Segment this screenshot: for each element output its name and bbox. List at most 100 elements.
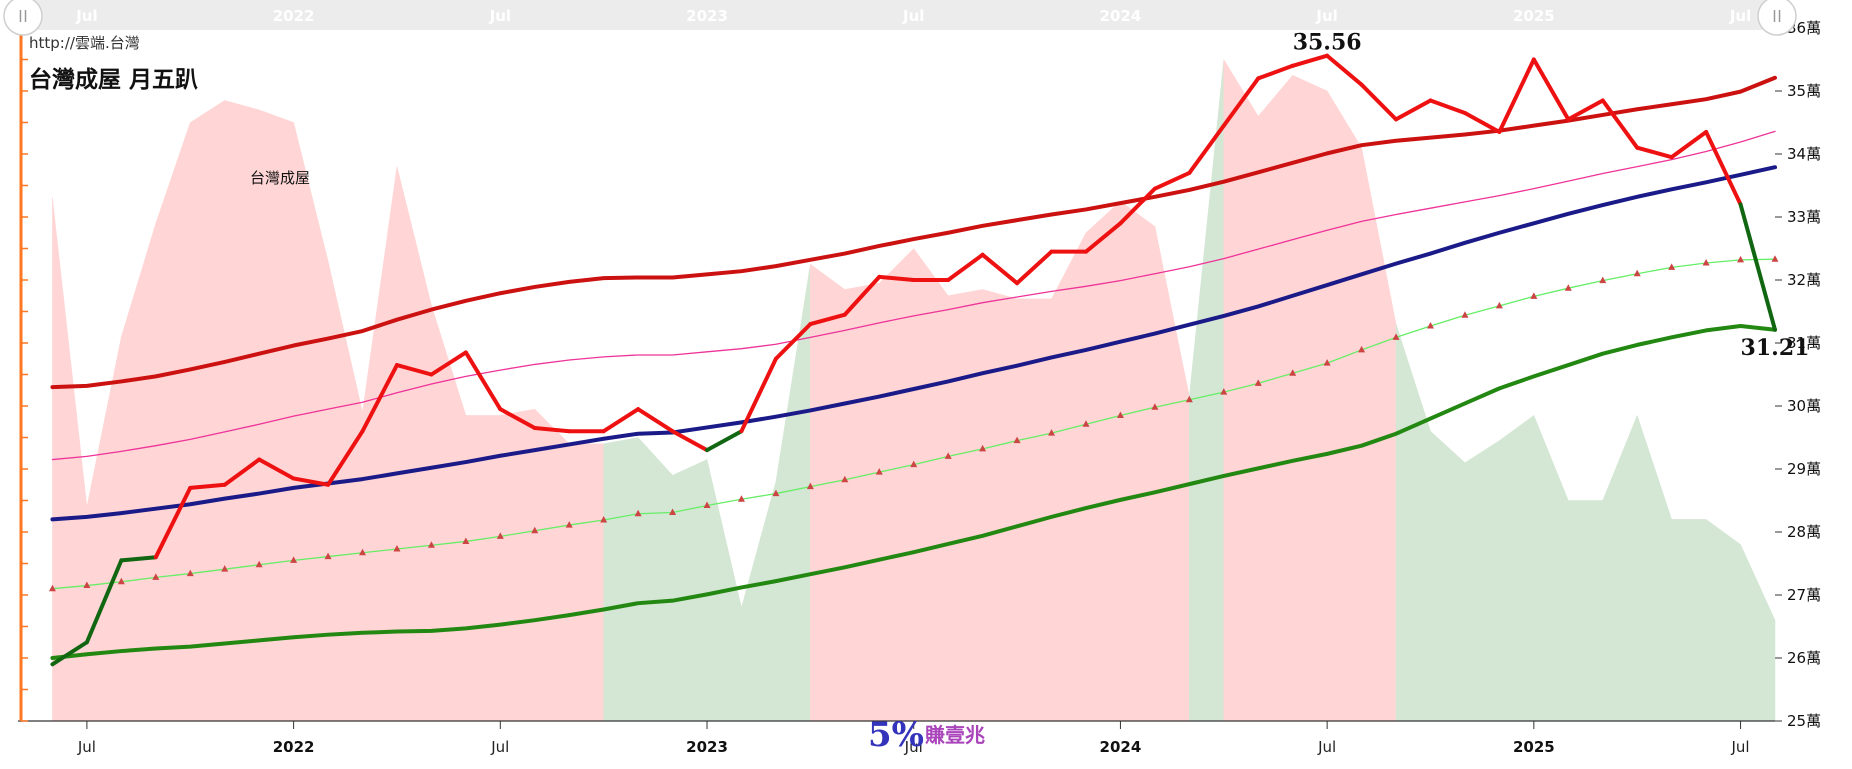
trend-marker	[841, 475, 849, 483]
oscillator-segment	[741, 481, 777, 722]
navigator-handle-left[interactable]	[3, 0, 43, 36]
trend-marker	[1254, 379, 1262, 386]
price-segment	[1704, 129, 1743, 207]
trend-marker	[703, 501, 711, 509]
trend-marker	[634, 509, 642, 517]
trend-marker	[221, 565, 229, 572]
trend-marker	[1289, 369, 1297, 376]
trend-marker	[1771, 255, 1779, 262]
navigator-bar[interactable]: Jul 2022 Jul 2023 Jul 2024 Jul 2025 Jul	[3, 0, 1797, 36]
oscillator-segment	[1085, 200, 1121, 722]
price-segment	[1497, 57, 1536, 134]
oscillator-segment	[1568, 500, 1603, 722]
oscillator-segment	[1602, 415, 1638, 722]
navigator-track[interactable]	[22, 0, 1779, 30]
navigator-handle-right[interactable]	[1757, 0, 1797, 36]
navigator-label: 2022	[273, 7, 315, 25]
trend-marker	[1426, 321, 1434, 329]
price-segment	[739, 356, 778, 434]
trend-marker	[737, 495, 745, 502]
trend-marker	[875, 468, 883, 475]
price-segment	[601, 407, 641, 434]
price-segment	[636, 407, 675, 434]
oscillator-segment	[327, 261, 363, 722]
oscillator-segment	[603, 437, 639, 722]
trend-marker	[255, 560, 263, 568]
oscillator-segment	[1671, 519, 1707, 722]
trend-marker	[1151, 403, 1159, 410]
y-tick-label: 34萬	[1787, 145, 1821, 163]
navigator-label: Jul	[489, 7, 511, 25]
trend-marker	[979, 444, 987, 452]
trend-marker	[772, 489, 780, 497]
oscillator-segment	[1189, 59, 1225, 722]
navigator-label: Jul	[75, 7, 97, 25]
oscillator-segment	[1533, 415, 1569, 722]
trend-marker	[427, 541, 435, 548]
value-annotation: 35.56	[1293, 30, 1362, 56]
y-tick-label: 31萬	[1787, 334, 1821, 352]
price-segment	[394, 363, 434, 377]
trend-marker	[669, 508, 677, 515]
price-segment	[1359, 82, 1399, 122]
oscillator-segment	[913, 247, 949, 722]
navigator-label: 2023	[686, 7, 728, 25]
trend-marker	[290, 556, 298, 563]
oscillator-segment	[431, 305, 467, 722]
x-tick-label: 2023	[686, 738, 728, 756]
trend-marker	[565, 521, 573, 528]
oscillator-segment	[1636, 415, 1672, 722]
series-caption: 台灣成屋	[250, 169, 310, 187]
brand-small: 賺壹兆	[925, 723, 985, 747]
trend-marker	[359, 548, 367, 556]
oscillator-segment	[810, 263, 846, 722]
trend-marker	[186, 569, 194, 577]
oscillator-segment	[947, 289, 983, 722]
labels-layer: 25萬 26萬 27萬 28萬 29萬 30萬 31萬 32萬 33萬 34萬 35萬 36萬 Jul 2…	[77, 19, 1821, 756]
trend-marker	[1530, 292, 1538, 299]
price-segment	[1083, 221, 1123, 254]
y-tick-label: 36萬	[1787, 19, 1821, 37]
navigator-label: Jul	[902, 7, 924, 25]
y-tick-label: 25萬	[1787, 712, 1821, 730]
trend-marker	[496, 532, 504, 539]
price-segment	[1187, 123, 1226, 175]
axes-layer	[18, 27, 1782, 729]
trend-marker	[806, 482, 814, 490]
price-segment	[222, 457, 262, 487]
price-segment	[877, 274, 916, 282]
price-segment	[1118, 186, 1157, 226]
price-segment	[291, 476, 331, 487]
oscillator-segment	[844, 282, 880, 722]
oscillator-segment	[1051, 232, 1087, 722]
price-segment	[1015, 249, 1054, 286]
trend-marker	[1082, 420, 1090, 427]
x-tick-label: 2025	[1513, 738, 1555, 756]
trend-marker	[531, 526, 539, 534]
oscillator-segment	[534, 408, 570, 722]
trend-marker	[600, 516, 608, 523]
price-segment	[463, 350, 503, 412]
oscillator-segment	[396, 166, 432, 722]
price-segment	[1600, 98, 1640, 150]
dotted-line-markers-layer	[48, 255, 1779, 592]
oscillator-segment	[258, 109, 294, 722]
price-segment	[1669, 129, 1709, 160]
price-segment	[188, 482, 227, 490]
oscillator-segment	[86, 336, 122, 722]
source-url[interactable]: http://雲端.台灣	[29, 34, 140, 52]
oscillator-segment	[190, 99, 225, 722]
price-segment	[532, 426, 572, 434]
price-segment	[119, 555, 158, 563]
oscillator-segment	[1740, 544, 1776, 722]
y-tick-label: 26萬	[1787, 649, 1821, 667]
price-segment	[1290, 53, 1330, 68]
price-segment	[1566, 98, 1605, 122]
price-segment	[842, 274, 882, 317]
oscillator-area-layer	[52, 58, 1776, 722]
navigator-label: 2024	[1100, 7, 1142, 25]
oscillator-segment	[1326, 90, 1362, 722]
price-segment	[498, 407, 537, 431]
price-segment	[153, 485, 193, 560]
oscillator-segment	[637, 436, 673, 722]
